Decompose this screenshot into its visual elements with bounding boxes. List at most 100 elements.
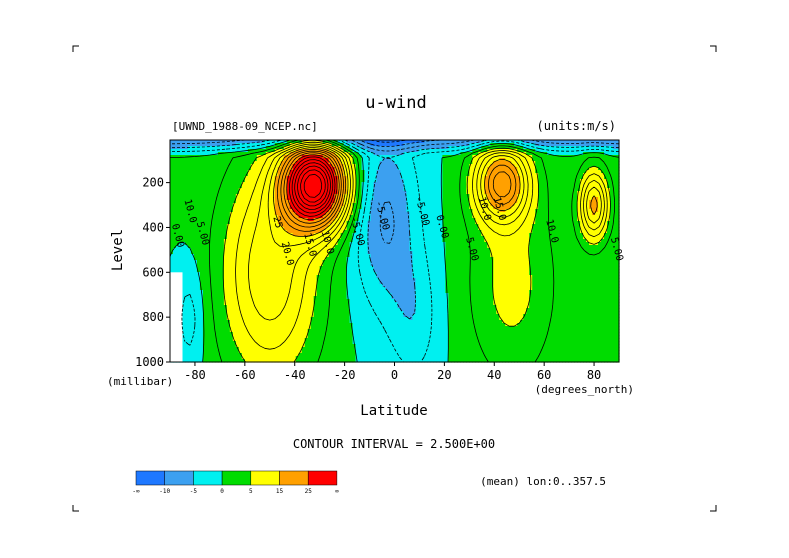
field-cell [481, 206, 485, 210]
field-cell [193, 167, 198, 171]
field-cell [520, 152, 524, 156]
field-cell [184, 158, 189, 162]
field-cell [517, 203, 521, 207]
field-cell [283, 197, 288, 201]
field-cell [424, 206, 429, 210]
field-cell [202, 161, 207, 165]
field-cell [562, 215, 566, 219]
field-cell [394, 227, 399, 231]
field-cell [373, 233, 378, 237]
field-cell [493, 200, 497, 204]
field-cell [340, 212, 345, 216]
field-cell [442, 221, 446, 225]
field-cell [241, 212, 246, 216]
field-cell [289, 182, 294, 186]
field-cell [610, 176, 614, 180]
field-cell [610, 185, 614, 189]
dataset-label: [UWND_1988-09_NCEP.nc] [172, 120, 318, 133]
field-cell [412, 209, 417, 213]
field-cell [418, 158, 423, 162]
field-cell [220, 191, 225, 195]
field-cell [490, 176, 494, 180]
field-cell [541, 146, 545, 150]
field-cell [409, 215, 414, 219]
field-cell [205, 170, 210, 174]
field-cell [460, 152, 464, 156]
field-cell [175, 209, 180, 213]
field-cell [535, 236, 539, 240]
field-cell [334, 170, 339, 174]
field-cell [415, 191, 420, 195]
field-cell [205, 173, 210, 177]
field-cell [214, 140, 219, 144]
field-cell [235, 191, 240, 195]
field-cell [352, 182, 357, 186]
field-cell [586, 170, 590, 174]
field-cell [448, 206, 452, 210]
field-cell [463, 212, 467, 216]
field-cell [181, 185, 186, 189]
field-cell [325, 203, 330, 207]
field-cell [445, 170, 449, 174]
field-cell [562, 197, 566, 201]
field-cell [391, 176, 396, 180]
field-cell [172, 164, 177, 168]
field-cell [580, 146, 584, 150]
field-cell [376, 185, 381, 189]
field-cell [610, 194, 614, 198]
field-cell [406, 218, 411, 222]
field-cell [409, 185, 414, 189]
field-cell [490, 236, 494, 240]
field-cell [505, 140, 509, 144]
field-cell [313, 179, 318, 183]
field-cell [604, 140, 608, 144]
field-cell [382, 221, 387, 225]
field-cell [280, 206, 285, 210]
field-cell [205, 209, 210, 213]
field-cell [247, 224, 252, 228]
field-cell [382, 227, 387, 231]
field-cell [187, 194, 192, 198]
field-cell [553, 170, 557, 174]
field-cell [493, 191, 497, 195]
field-cell [208, 146, 213, 150]
field-cell [430, 161, 435, 165]
field-cell [229, 152, 234, 156]
field-cell [361, 203, 366, 207]
field-cell [316, 158, 321, 162]
field-cell [454, 194, 458, 198]
field-cell [559, 224, 563, 228]
field-cell [589, 149, 593, 153]
field-cell [382, 155, 387, 159]
field-cell [559, 236, 563, 240]
field-cell [601, 203, 605, 207]
field-cell [319, 170, 324, 174]
field-cell [424, 167, 429, 171]
field-cell [454, 182, 458, 186]
field-cell [598, 233, 602, 237]
field-cell [604, 215, 608, 219]
field-cell [271, 155, 276, 159]
field-cell [430, 191, 435, 195]
field-cell [451, 185, 455, 189]
field-cell [232, 149, 237, 153]
field-cell [232, 140, 237, 144]
field-cell [613, 176, 617, 180]
field-cell [442, 197, 446, 201]
field-cell [433, 179, 437, 183]
field-cell [319, 167, 324, 171]
field-cell [364, 203, 369, 207]
field-cell [184, 167, 189, 171]
field-cell [346, 173, 351, 177]
field-cell [349, 194, 354, 198]
field-cell [442, 161, 446, 165]
field-cell [574, 191, 578, 195]
field-cell [436, 227, 440, 231]
field-cell [484, 227, 488, 231]
field-cell [379, 146, 384, 150]
field-cell [529, 236, 533, 240]
field-cell [400, 227, 405, 231]
field-cell [538, 146, 542, 150]
field-cell [394, 218, 399, 222]
field-cell [484, 215, 488, 219]
